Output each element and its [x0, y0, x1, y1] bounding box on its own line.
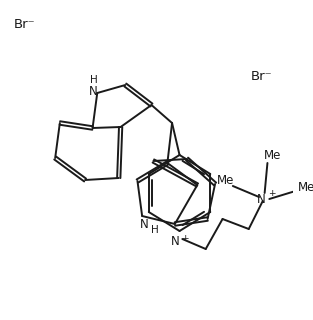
- Text: N: N: [171, 235, 179, 247]
- Text: Me: Me: [298, 180, 313, 194]
- Text: H: H: [151, 225, 159, 235]
- Text: N: N: [257, 193, 265, 205]
- Text: +: +: [268, 188, 276, 197]
- Text: N: N: [140, 218, 148, 230]
- Text: Me: Me: [217, 173, 234, 187]
- Text: +: +: [182, 234, 189, 243]
- Text: Br⁻: Br⁻: [14, 18, 36, 30]
- Text: N: N: [89, 84, 98, 98]
- Text: Br⁻: Br⁻: [251, 70, 273, 83]
- Text: Me: Me: [264, 148, 281, 162]
- Text: H: H: [90, 75, 97, 85]
